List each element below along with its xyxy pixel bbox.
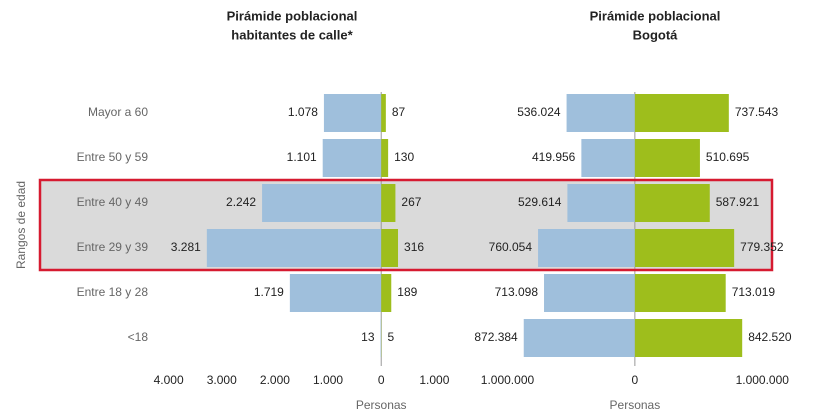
category-label: Entre 18 y 28 [77, 285, 149, 299]
x-tick-label: 0 [378, 373, 385, 387]
bar [634, 184, 710, 222]
data-label: 419.956 [532, 150, 576, 164]
category-label: <18 [128, 330, 149, 344]
chart-title: Pirámide poblacional [590, 8, 721, 23]
data-label: 510.695 [706, 150, 750, 164]
bar [381, 274, 392, 312]
category-label: Entre 29 y 39 [77, 240, 149, 254]
bar [566, 94, 635, 132]
bar [381, 94, 386, 132]
bar [634, 139, 700, 177]
bar [323, 94, 382, 132]
bar [206, 229, 382, 267]
data-label: 872.384 [474, 330, 518, 344]
x-tick-label: 3.000 [207, 373, 237, 387]
x-tick-label: 1.000 [419, 373, 449, 387]
bar [381, 184, 396, 222]
bar [581, 139, 635, 177]
data-label: 587.921 [716, 195, 760, 209]
bar [634, 274, 726, 312]
data-label: 529.614 [518, 195, 562, 209]
x-tick-label: 1.000.000 [481, 373, 535, 387]
data-label: 3.281 [171, 240, 201, 254]
data-label: 316 [404, 240, 424, 254]
bar [381, 229, 399, 267]
x-axis-label: Personas [610, 398, 661, 412]
bar [289, 274, 382, 312]
bar [381, 139, 389, 177]
bar [523, 319, 635, 357]
bar [538, 229, 635, 267]
highlight-box [38, 178, 774, 272]
data-label: 713.019 [732, 285, 776, 299]
data-label: 842.520 [748, 330, 792, 344]
chart-title: Pirámide poblacional [227, 8, 358, 23]
data-label: 737.543 [735, 105, 779, 119]
x-tick-label: 4.000 [154, 373, 184, 387]
x-tick-label: 1.000 [313, 373, 343, 387]
bar [262, 184, 382, 222]
data-label: 760.054 [489, 240, 533, 254]
bar [322, 139, 382, 177]
category-label: Entre 40 y 49 [77, 195, 149, 209]
category-label: Mayor a 60 [88, 105, 148, 119]
data-label: 2.242 [226, 195, 256, 209]
x-axis-label: Personas [356, 398, 407, 412]
y-axis-label: Rangos de edad [14, 181, 28, 269]
x-tick-label: 2.000 [260, 373, 290, 387]
bar [544, 274, 635, 312]
data-label: 5 [387, 330, 394, 344]
x-tick-label: 0 [632, 373, 639, 387]
data-label: 130 [394, 150, 414, 164]
bar [634, 229, 735, 267]
chart-title: habitantes de calle* [231, 27, 353, 42]
data-label: 1.719 [254, 285, 284, 299]
chart-title: Bogotá [633, 27, 679, 42]
data-label: 779.352 [740, 240, 784, 254]
marks [206, 92, 743, 366]
data-label: 267 [401, 195, 421, 209]
bar [634, 94, 729, 132]
category-label: Entre 50 y 59 [77, 150, 149, 164]
data-label: 1.101 [287, 150, 317, 164]
x-tick-label: 1.000.000 [736, 373, 790, 387]
bar [567, 184, 635, 222]
data-label: 536.024 [517, 105, 561, 119]
data-label: 1.078 [288, 105, 318, 119]
data-label: 13 [361, 330, 375, 344]
data-label: 189 [397, 285, 417, 299]
data-label: 87 [392, 105, 406, 119]
data-label: 713.098 [495, 285, 539, 299]
bar [380, 319, 382, 357]
bar [634, 319, 743, 357]
